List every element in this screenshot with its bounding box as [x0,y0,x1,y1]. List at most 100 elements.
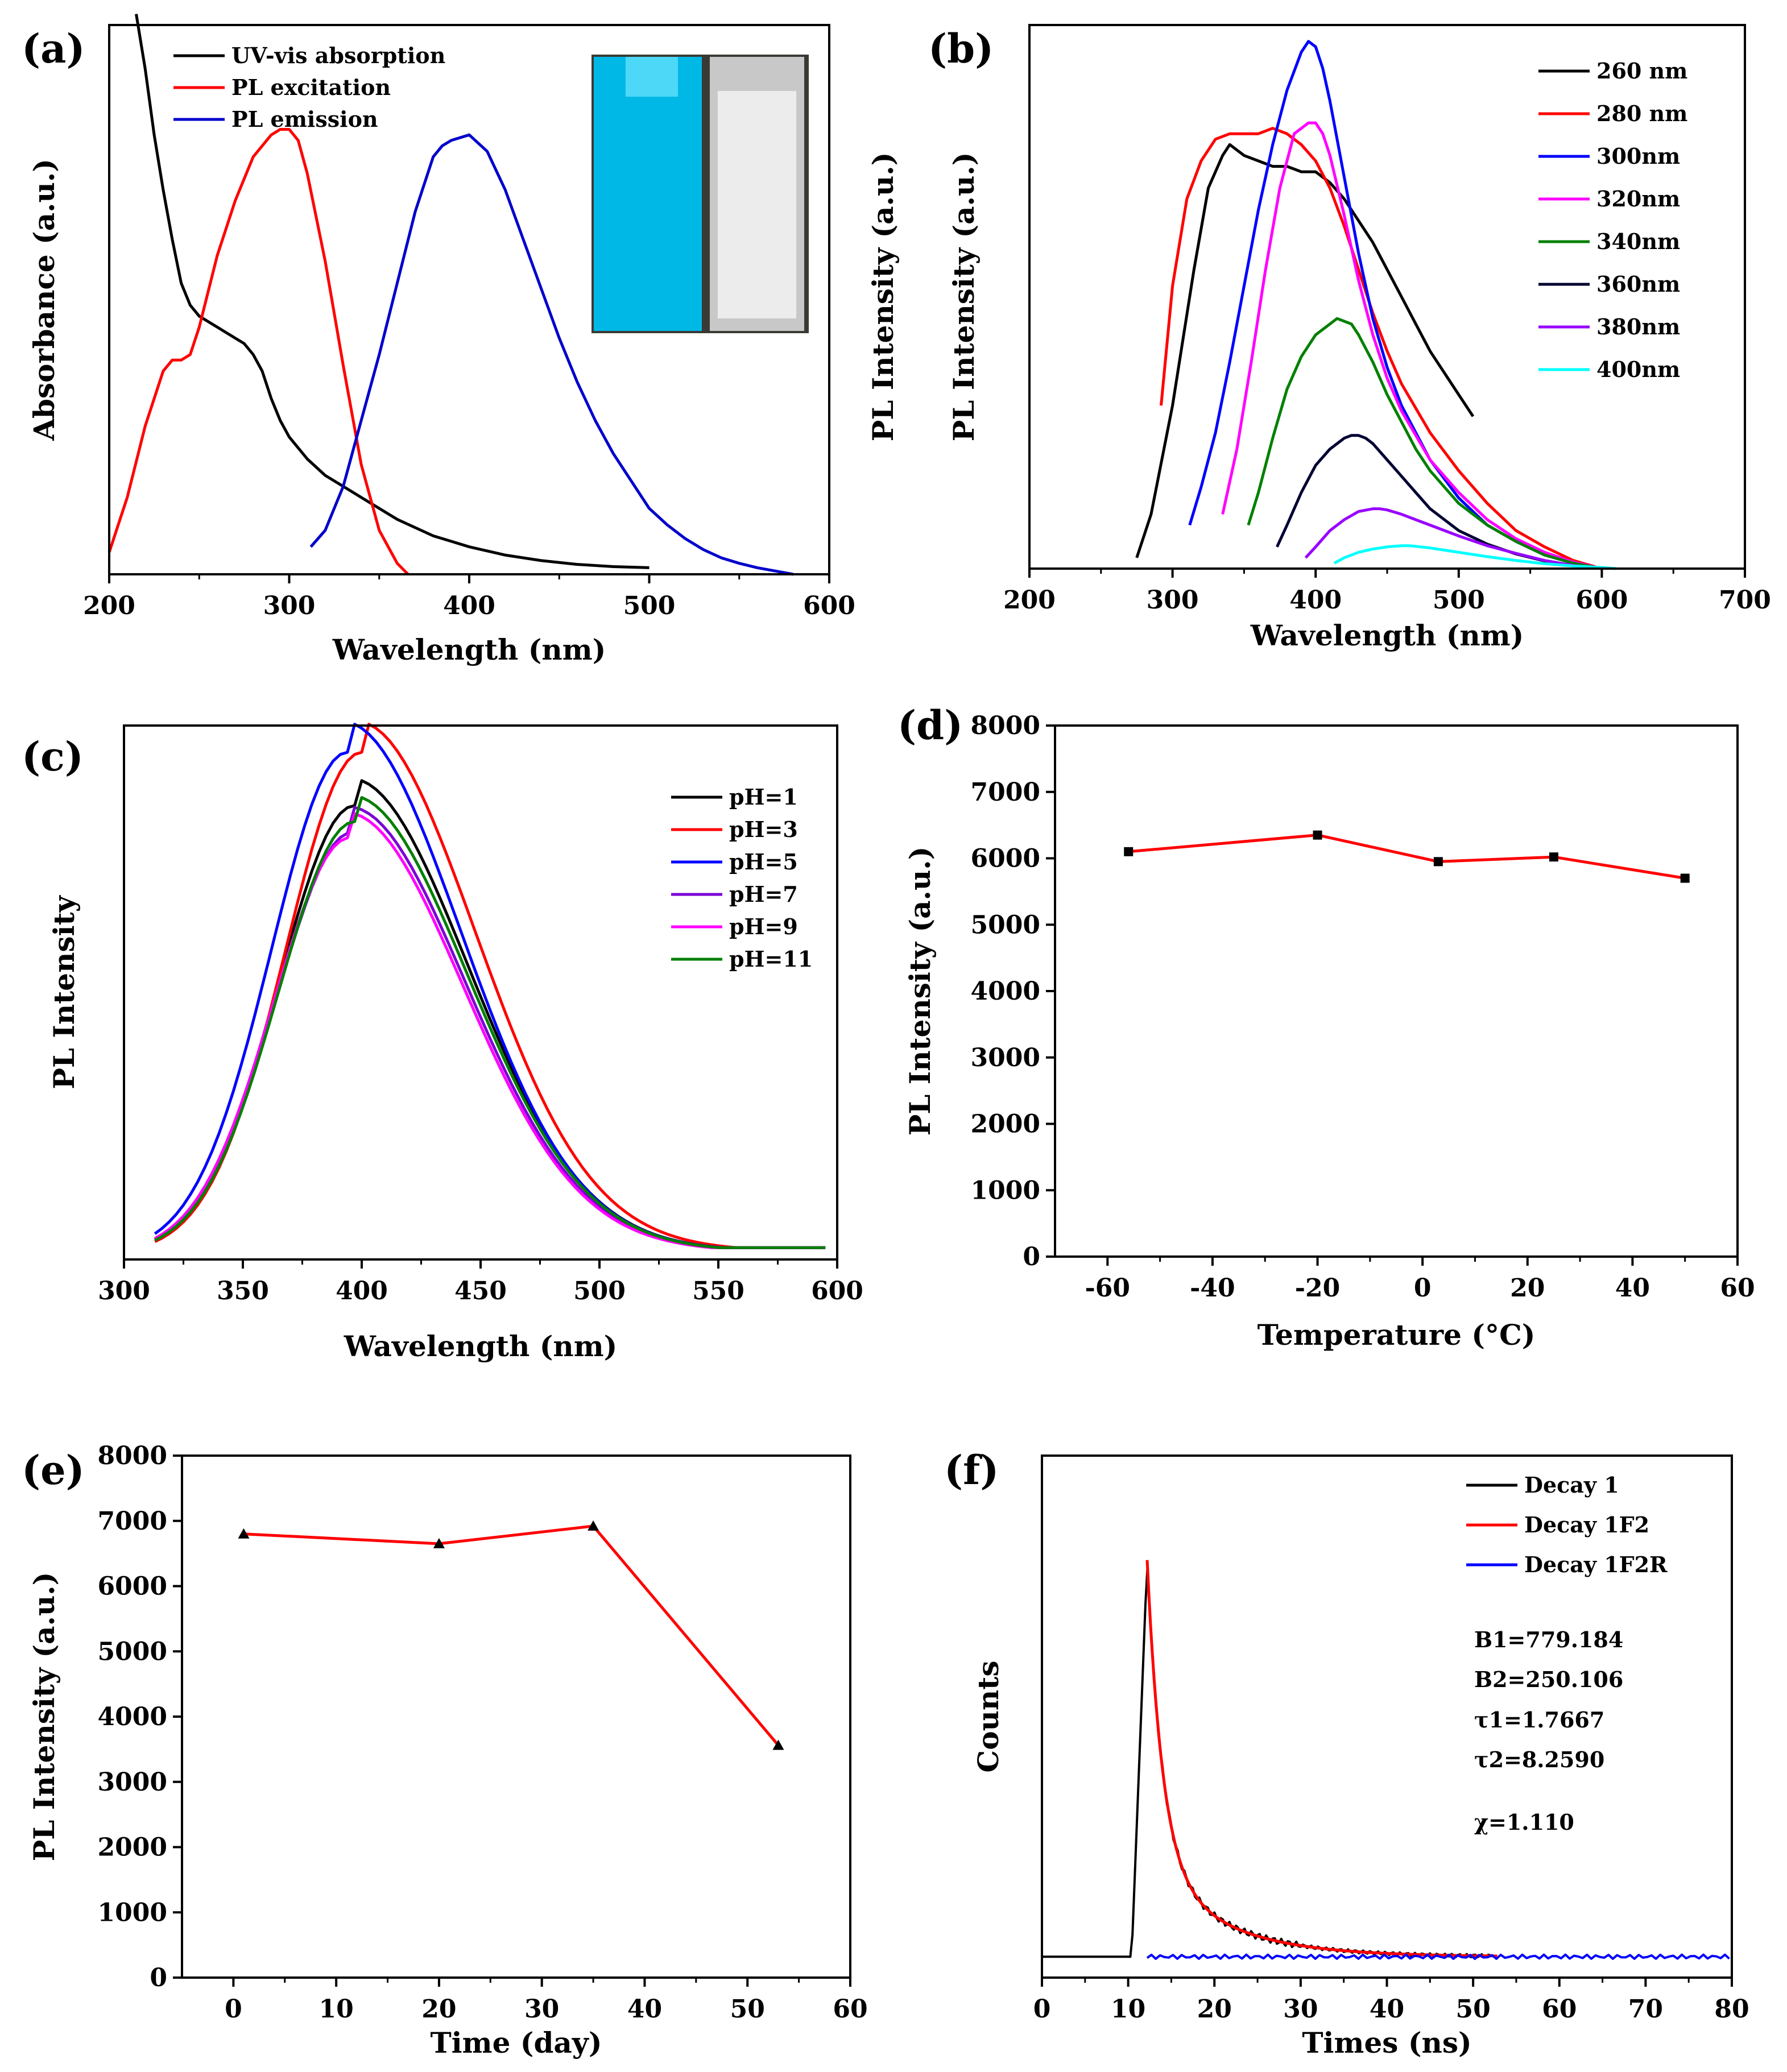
x-tick-label: 40 [1615,1274,1650,1303]
y-tick-label: 0 [1023,1242,1040,1271]
x-tick-label: -40 [1190,1274,1235,1303]
x-tick-label: 700 [1719,586,1771,615]
cuvette-clear-inner [718,91,796,318]
panel-label: (b) [928,25,994,72]
chart-panel-d: -60 -40 -20 0 20 40 60 0 1000 2000 3000 4000 5000 600… [897,702,1755,1352]
series-line-3 [1221,121,1602,570]
x-tick-label: 50 [730,1995,765,2024]
x-tick-label: 300 [263,591,316,620]
series-line-2 [1146,1953,1730,1960]
legend-label: pH=9 [729,914,798,939]
x-tick-label: 10 [1111,1995,1145,2024]
y-tick-label: 4000 [971,977,1040,1006]
series-line-5 [154,796,826,1249]
x-axis-title: Time (day) [430,2026,602,2059]
x-tick-label: 300 [1147,586,1199,615]
x-tick-label: 350 [217,1277,269,1306]
data-point [588,1520,599,1531]
x-tick-label: 20 [1197,1995,1232,2024]
chart-panel-f: Decay 1 Decay 1F2 Decay 1F2R B1=779.184 B2=2… [944,1447,1749,2059]
data-point [1313,830,1322,840]
series-line-0 [243,1524,780,1747]
x-tick-label: 20 [421,1995,456,2024]
x-tick-label: 30 [1283,1995,1318,2024]
y-tick-label: 1000 [98,1898,167,1927]
series-line-1 [107,128,409,575]
x-tick-label: 80 [1714,1995,1749,2024]
y-tick-label: 1000 [971,1176,1040,1205]
x-axis-title: Temperature (°C) [1257,1318,1536,1352]
legend-label: 340nm [1596,229,1680,254]
fit-annotation: χ=1.110 [1474,1809,1574,1835]
x-axis-title: Wavelength (nm) [344,1329,618,1363]
chart-panel-e: 0 10 20 30 40 50 60 0 1000 2000 3000 4000 5000 6000 70… [22,1441,868,2059]
data-point [772,1739,784,1750]
legend-label: 320nm [1596,186,1680,212]
x-tick-label: 500 [1433,586,1485,615]
x-tick-label: 500 [623,591,676,620]
series-line-2 [154,723,826,1249]
data-point [1549,852,1558,862]
x-tick-label: 450 [454,1277,507,1306]
panel-label: (f) [944,1447,999,1494]
x-tick-label: 0 [1033,1995,1051,2024]
x-tick-label: 550 [692,1277,744,1306]
inset-photo [591,55,809,333]
y-tick-label: 8000 [98,1441,167,1470]
x-tick-label: 400 [443,591,495,620]
legend-label: pH=7 [729,881,798,907]
x-tick-label: -60 [1085,1274,1131,1303]
y-axis-title: PL Intensity (a.u.) [866,152,900,442]
legend-label: PL excitation [231,74,391,100]
fit-annotation: B2=250.106 [1474,1667,1623,1692]
y-tick-label: 7000 [98,1507,167,1536]
y-tick-label: 5000 [98,1637,167,1666]
panel-label: (d) [897,702,963,749]
legend-label: Decay 1F2R [1524,1552,1668,1577]
legend-label: pH=5 [729,849,798,875]
series-line-0 [1128,834,1686,880]
series-line-7 [1333,544,1616,570]
x-tick-label: 60 [1542,1995,1577,2024]
legend-label: 380nm [1596,314,1680,339]
x-tick-label: 500 [573,1277,626,1306]
legend-label: 400nm [1596,357,1680,382]
fit-annotation: τ2=8.2590 [1474,1747,1604,1772]
data-point [238,1528,250,1539]
legend-label: 260 nm [1596,58,1687,84]
x-tick-label: 60 [1720,1274,1755,1303]
series-line-1 [154,723,826,1249]
legend-label: 280 nm [1596,101,1687,126]
chart-panel-b: 260 nm 280 nm 300nm 320nm 340nm 360nm 380nm 400… [866,24,1771,652]
y-tick-label: 3000 [98,1768,167,1797]
y-tick-label: 5000 [971,910,1040,939]
y-axis-title: PL Intensity (a.u.) [903,847,937,1136]
x-tick-label: 200 [83,591,135,620]
cuvette-fluorescent [594,57,702,331]
panel-label: (c) [22,733,84,780]
x-tick-label: 40 [1370,1995,1404,2024]
y-axis-title-secondary: PL Intensity (a.u.) [947,152,981,442]
series-line-4 [1247,317,1602,570]
cuvette-cap [626,57,678,97]
x-tick-label: 30 [524,1995,559,2024]
y-tick-label: 6000 [971,844,1040,873]
legend-label: 300nm [1596,143,1680,169]
series-line-0 [1135,143,1475,558]
x-tick-label: 400 [336,1277,388,1306]
series-line-2 [309,133,794,576]
panel-label: (e) [22,1447,85,1494]
y-tick-label: 3000 [971,1043,1040,1072]
legend-label: Decay 1F2 [1524,1512,1649,1538]
y-tick-label: 4000 [98,1702,167,1731]
x-tick-label: 600 [1575,586,1628,615]
series-line-1 [1160,127,1603,570]
y-tick-label: 0 [150,1963,167,1992]
series-line-1 [1145,1560,1498,1958]
y-tick-label: 7000 [971,778,1040,807]
x-tick-label: 60 [833,1995,867,2024]
x-tick-label: -20 [1295,1274,1341,1303]
legend-label: PL emission [231,106,378,132]
chart-panel-c: pH=1 pH=3 pH=5 pH=7 pH=9 pH=11 300 350 400 450 500… [22,723,863,1363]
